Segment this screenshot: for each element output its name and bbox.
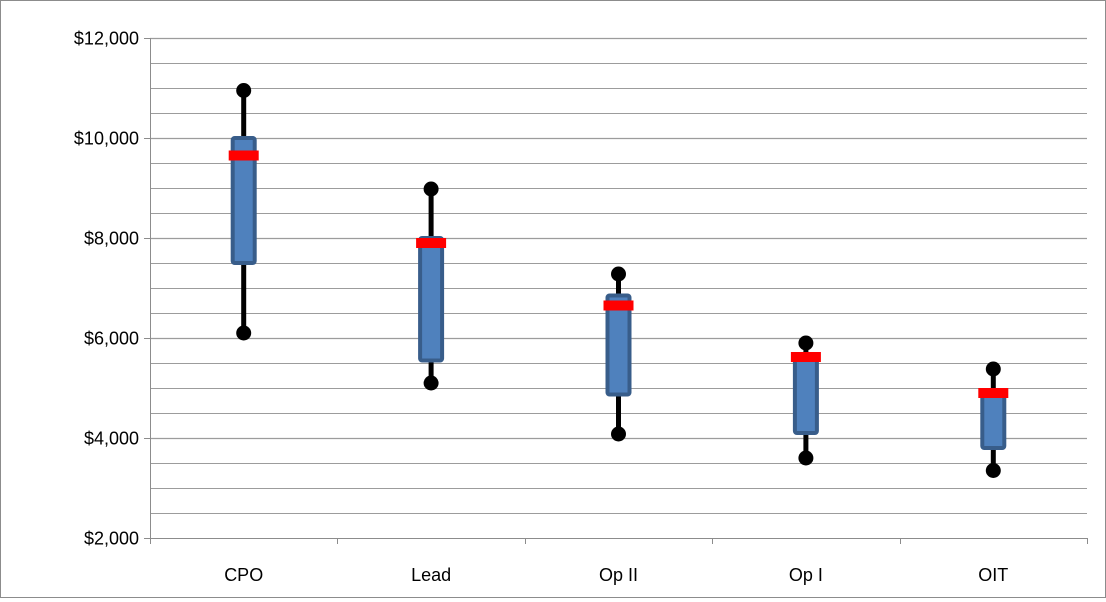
min-point (985, 463, 1001, 478)
box-iqr (605, 293, 632, 397)
min-point (611, 426, 626, 442)
y-tick-label: $8,000 (84, 229, 139, 249)
max-point (611, 266, 626, 282)
y-axis-tick-labels: $2,000 $4,000 $6,000 $8,000 $10,000 $12,000 (74, 29, 139, 549)
median-marker (790, 352, 821, 362)
x-tick-label: Op II (599, 565, 638, 585)
box-iqr (792, 355, 819, 435)
y-tick-label: $6,000 (84, 329, 139, 349)
box-series (228, 83, 1009, 478)
box-group (790, 335, 821, 466)
min-point (798, 450, 814, 466)
median-marker (416, 238, 447, 248)
gridlines (150, 37, 1087, 514)
max-point (423, 181, 439, 197)
box-group (603, 266, 634, 442)
y-tick-label: $12,000 (74, 29, 139, 49)
box-iqr (230, 136, 257, 265)
box-group (228, 83, 259, 341)
y-tick-label: $4,000 (84, 429, 139, 449)
x-axis-tick-labels: CPO Lead Op II Op I OIT (224, 565, 1008, 585)
axes (144, 38, 1088, 544)
y-tick-label: $2,000 (84, 529, 139, 549)
x-tick-label: Lead (411, 565, 451, 585)
min-point (236, 325, 252, 341)
max-point (985, 361, 1001, 377)
median-marker (978, 388, 1009, 398)
x-tick-label: Op I (789, 565, 823, 585)
box-group (978, 361, 1009, 478)
median-marker (603, 300, 634, 311)
box-iqr (980, 391, 1007, 450)
y-tick-label: $10,000 (74, 129, 139, 149)
box-iqr (418, 236, 445, 363)
max-point (236, 83, 252, 98)
min-point (423, 375, 439, 391)
median-marker (228, 150, 259, 161)
x-tick-label: CPO (224, 565, 263, 585)
max-point (798, 335, 814, 351)
x-tick-label: OIT (978, 565, 1008, 585)
box-group (416, 181, 447, 391)
